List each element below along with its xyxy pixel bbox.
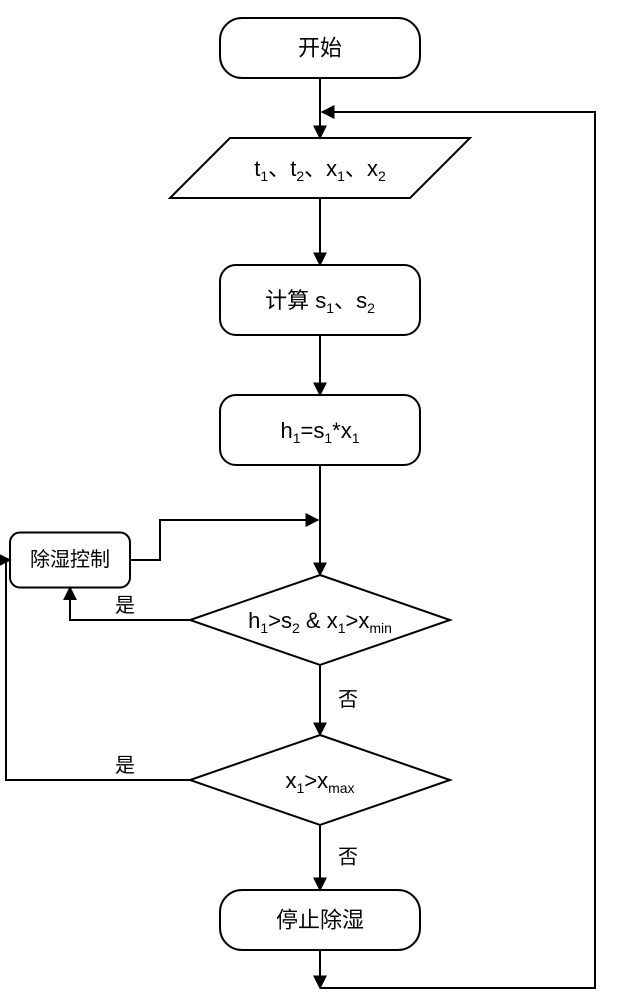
e-loop — [320, 112, 595, 988]
node-assign: h1=s1*x1 — [220, 395, 420, 465]
e-dec2-yes — [6, 560, 190, 780]
label-yes-2: 是 — [115, 755, 135, 777]
node-dec2: x1>xmax — [190, 735, 450, 825]
flowchart: 开始 t1、t2、x1、x2 计算 s1、s2 h1=s1*x1 除湿控制 h1>s2 &… — [0, 0, 634, 1000]
node-input: t1、t2、x1、x2 — [170, 138, 470, 198]
node-start: 开始 — [220, 18, 420, 78]
node-dehum: 除湿控制 — [10, 533, 130, 588]
label-no-1: 否 — [338, 689, 358, 711]
node-dec1: h1>s2 & x1>xmin — [190, 575, 450, 665]
node-label: t1、t2、x1、x2 — [254, 156, 386, 185]
node-stop: 停止除湿 — [220, 890, 420, 950]
node-label: 除湿控制 — [30, 548, 110, 571]
label-no-2: 否 — [338, 847, 358, 869]
e-dehum-return — [130, 520, 318, 560]
label-yes-1: 是 — [115, 595, 135, 617]
node-label: 开始 — [298, 36, 342, 61]
node-label: 停止除湿 — [276, 908, 364, 933]
node-label: h1=s1*x1 — [280, 418, 359, 447]
node-calc: 计算 s1、s2 — [220, 265, 420, 335]
node-label: 计算 s1、s2 — [265, 288, 375, 317]
